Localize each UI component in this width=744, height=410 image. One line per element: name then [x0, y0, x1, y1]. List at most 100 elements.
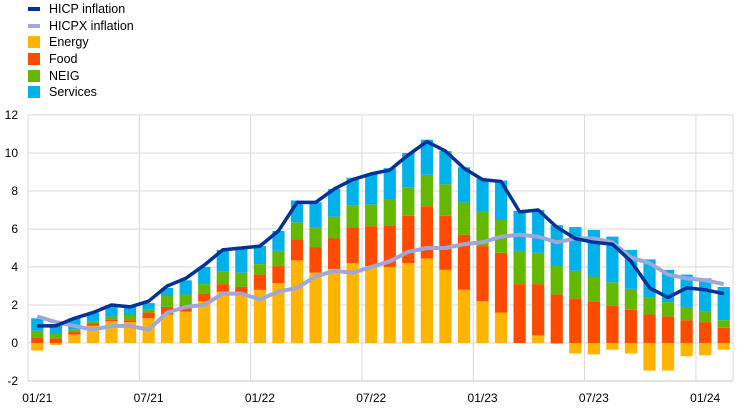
- bar-services: [346, 177, 359, 206]
- y-tick-label: 0: [11, 336, 18, 350]
- bar-food: [49, 338, 62, 343]
- bar-neig: [68, 329, 81, 332]
- bar-services: [309, 202, 322, 228]
- bar-services: [532, 210, 545, 253]
- x-tick-label: 01/21: [22, 391, 52, 405]
- bar-services: [457, 167, 471, 203]
- bar-neig: [272, 250, 285, 267]
- bar-neig: [142, 309, 155, 313]
- bar-energy: [49, 343, 62, 345]
- bar-neig: [198, 284, 211, 294]
- bar-services: [253, 246, 267, 265]
- bar-energy: [327, 268, 341, 343]
- bar-services: [327, 189, 341, 217]
- bar-neig: [643, 297, 656, 315]
- bar-services: [161, 287, 174, 296]
- bar-food: [272, 266, 285, 284]
- bar-services: [513, 210, 526, 251]
- bar-neig: [606, 282, 619, 306]
- bar-energy: [235, 294, 248, 343]
- bar-neig: [680, 306, 693, 321]
- bar-energy: [253, 289, 267, 343]
- bar-neig: [179, 294, 192, 305]
- legend-item-energy: Energy: [28, 34, 134, 51]
- bar-energy: [272, 283, 285, 343]
- bar-food: [476, 246, 489, 302]
- bar-energy: [161, 314, 174, 343]
- bar-food: [717, 327, 730, 343]
- bar-services: [105, 305, 118, 317]
- bar-services: [272, 230, 285, 251]
- legend-label: HICP inflation: [49, 2, 126, 17]
- x-tick-label: 01/24: [690, 391, 720, 405]
- bar-food: [439, 215, 452, 270]
- x-tick-label: 01/23: [468, 391, 498, 405]
- y-tick-label: 6: [11, 222, 18, 236]
- bar-energy: [569, 343, 582, 354]
- bar-food: [105, 319, 118, 322]
- bar-neig: [216, 271, 229, 285]
- bar-food: [680, 320, 693, 343]
- bar-neig: [235, 272, 248, 287]
- bar-food: [327, 238, 341, 269]
- bar-services: [123, 306, 137, 315]
- bar-energy: [309, 272, 322, 343]
- bar-food: [253, 274, 267, 290]
- bar-services: [550, 225, 563, 267]
- bar-neig: [290, 222, 304, 240]
- bar-energy: [346, 263, 359, 343]
- bar-neig: [476, 211, 489, 247]
- legend-label: Energy: [49, 35, 89, 50]
- bar-food: [587, 301, 600, 343]
- chart-legend: HICP inflation HICPX inflation Energy Fo…: [28, 1, 134, 101]
- line-hicpx-inflation: [36, 232, 725, 332]
- y-tick-label: 2: [11, 298, 18, 312]
- bar-energy: [587, 343, 600, 355]
- bar-food: [494, 252, 508, 313]
- bar-energy: [699, 343, 712, 356]
- bar-neig: [532, 252, 545, 285]
- bar-food: [123, 320, 137, 323]
- bar-neig: [105, 316, 118, 320]
- bar-neig: [86, 321, 100, 324]
- legend-item-food: Food: [28, 51, 134, 68]
- bar-food: [365, 226, 378, 267]
- bar-neig: [439, 184, 452, 216]
- bar-energy: [624, 343, 638, 354]
- bar-food: [198, 293, 211, 302]
- x-tick-label: 01/22: [245, 391, 275, 405]
- bar-energy: [606, 343, 619, 350]
- bar-services: [494, 180, 508, 220]
- bar-neig: [253, 264, 267, 275]
- legend-label: Food: [49, 52, 78, 67]
- bar-neig: [717, 320, 730, 328]
- bar-food: [290, 239, 304, 261]
- legend-item-hicpx: HICPX inflation: [28, 18, 134, 35]
- bar-energy: [532, 335, 545, 343]
- bar-food: [643, 314, 656, 343]
- bar-services: [142, 303, 155, 310]
- bar-energy: [290, 260, 304, 343]
- bar-services: [699, 278, 712, 312]
- bar-neig: [624, 288, 638, 310]
- bar-food: [216, 284, 229, 292]
- bar-food: [235, 286, 248, 295]
- legend-item-services: Services: [28, 84, 134, 101]
- legend-swatch-icon: [28, 53, 40, 66]
- y-tick-label: 12: [5, 108, 19, 122]
- bar-services: [49, 324, 62, 334]
- bar-food: [309, 247, 322, 273]
- legend-label: NEIG: [49, 68, 80, 83]
- legend-item-hicp: HICP inflation: [28, 1, 134, 18]
- bar-energy: [31, 343, 44, 351]
- bar-neig: [365, 204, 378, 227]
- bar-food: [532, 284, 545, 336]
- bar-energy: [476, 301, 489, 343]
- bar-energy: [179, 311, 192, 343]
- bar-services: [235, 248, 248, 273]
- bar-food: [624, 309, 638, 343]
- bar-food: [550, 294, 563, 343]
- legend-label: Services: [49, 85, 97, 100]
- bar-food: [142, 312, 155, 319]
- bar-energy: [457, 289, 471, 343]
